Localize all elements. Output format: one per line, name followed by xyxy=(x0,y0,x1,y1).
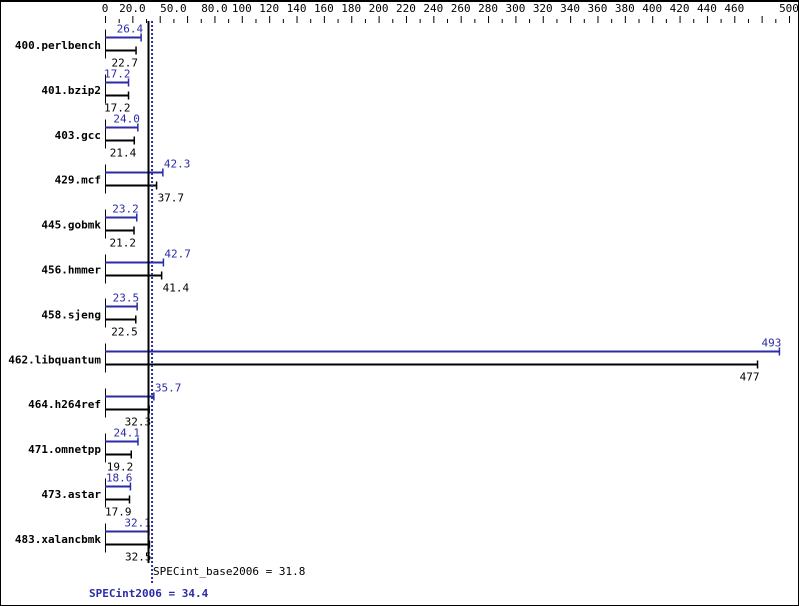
data-label: 22.5 xyxy=(111,326,138,339)
base-reference-label: SPECint_base2006 = 31.8 xyxy=(153,565,305,578)
x-tick-label: 320 xyxy=(533,2,553,15)
data-label: 23.2 xyxy=(112,203,139,216)
data-label: 23.5 xyxy=(113,292,140,305)
benchmark-label: 464.h264ref xyxy=(28,398,101,411)
x-tick-label: 140 xyxy=(287,2,307,15)
x-tick-label: 460 xyxy=(724,2,744,15)
x-tick-label: 120 xyxy=(259,2,279,15)
benchmark-label: 462.libquantum xyxy=(8,353,101,366)
data-label: 35.7 xyxy=(155,382,182,395)
x-tick-label: 300 xyxy=(505,2,525,15)
data-label: 32.5 xyxy=(125,551,152,564)
x-tick-label: 400 xyxy=(642,2,662,15)
data-label: 493 xyxy=(762,337,782,350)
data-label: 32.3 xyxy=(125,416,152,429)
benchmark-label: 471.omnetpp xyxy=(28,443,101,456)
data-label: 42.3 xyxy=(164,158,191,171)
x-tick-label: 380 xyxy=(615,2,635,15)
data-label: 21.2 xyxy=(110,237,137,250)
benchmark-label: 400.perlbench xyxy=(15,39,101,52)
data-label: 477 xyxy=(740,371,760,384)
x-tick-label: 440 xyxy=(697,2,717,15)
benchmark-label: 445.gobmk xyxy=(41,219,101,232)
data-label: 32.1 xyxy=(124,517,151,530)
x-tick-label: 240 xyxy=(423,2,443,15)
x-tick-label: 280 xyxy=(478,2,498,15)
x-tick-label: 340 xyxy=(560,2,580,15)
x-tick-label: 50.0 xyxy=(160,2,187,15)
x-tick-label: 500 xyxy=(779,2,798,15)
data-label: 18.6 xyxy=(106,472,133,485)
data-label: 19.2 xyxy=(107,461,134,474)
data-label: 17.9 xyxy=(105,506,132,519)
data-label: 42.7 xyxy=(164,248,191,261)
data-label: 41.4 xyxy=(163,282,190,295)
benchmark-label: 401.bzip2 xyxy=(41,84,101,97)
x-tick-label: 180 xyxy=(341,2,361,15)
x-tick-label: 160 xyxy=(314,2,334,15)
x-tick-label: 220 xyxy=(396,2,416,15)
peak-reference-label: SPECint2006 = 34.4 xyxy=(89,587,209,600)
benchmark-label: 456.hmmer xyxy=(41,264,101,277)
x-tick-label: 100 xyxy=(232,2,252,15)
data-label: 17.2 xyxy=(104,68,131,81)
x-tick-label: 0 xyxy=(102,2,109,15)
data-label: 26.4 xyxy=(117,23,144,36)
benchmark-label: 473.astar xyxy=(41,488,101,501)
x-tick-label: 20.0 xyxy=(119,2,146,15)
benchmark-label: 429.mcf xyxy=(55,174,101,187)
data-label: 24.0 xyxy=(113,113,140,126)
x-tick-label: 420 xyxy=(670,2,690,15)
data-label: 24.1 xyxy=(113,427,140,440)
data-label: 17.2 xyxy=(104,102,131,115)
benchmark-label: 403.gcc xyxy=(55,129,101,142)
x-tick-label: 80.0 xyxy=(201,2,228,15)
x-tick-label: 200 xyxy=(369,2,389,15)
data-label: 21.4 xyxy=(110,147,137,160)
x-tick-label: 260 xyxy=(451,2,471,15)
data-label: 22.7 xyxy=(112,57,139,70)
benchmark-label: 458.sjeng xyxy=(41,308,101,321)
benchmark-label: 483.xalancbmk xyxy=(15,533,101,546)
data-label: 37.7 xyxy=(158,192,185,205)
x-tick-label: 360 xyxy=(588,2,608,15)
